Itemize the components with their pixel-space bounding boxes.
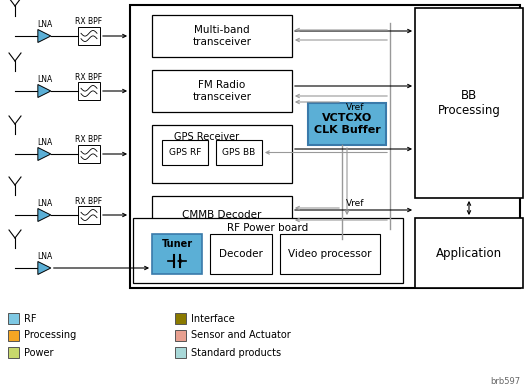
Text: RF Power board: RF Power board xyxy=(227,223,309,233)
Polygon shape xyxy=(38,147,51,161)
Bar xyxy=(133,218,403,283)
Text: VCTCXO
CLK Buffer: VCTCXO CLK Buffer xyxy=(314,113,380,135)
Bar xyxy=(152,15,292,57)
Text: Standard products: Standard products xyxy=(191,348,281,358)
Text: RX BPF: RX BPF xyxy=(75,135,102,144)
Bar xyxy=(415,218,523,288)
Bar xyxy=(175,330,186,341)
Text: Power: Power xyxy=(24,348,54,358)
Text: Video processor: Video processor xyxy=(288,249,372,259)
Bar xyxy=(152,196,292,234)
Bar xyxy=(78,27,100,45)
Bar xyxy=(78,206,100,224)
Text: Tuner: Tuner xyxy=(161,239,193,249)
Text: RF: RF xyxy=(24,313,37,324)
Bar xyxy=(216,140,262,165)
Bar xyxy=(175,313,186,324)
Text: CMMB Decoder: CMMB Decoder xyxy=(182,210,262,220)
Bar xyxy=(175,347,186,358)
Bar xyxy=(415,8,523,198)
Bar xyxy=(210,234,272,274)
Text: Multi-band
transceiver: Multi-band transceiver xyxy=(193,25,252,47)
Text: Decoder: Decoder xyxy=(219,249,263,259)
Text: Sensor and Actuator: Sensor and Actuator xyxy=(191,330,291,341)
Bar xyxy=(78,82,100,100)
Bar xyxy=(162,140,208,165)
Bar xyxy=(8,347,19,358)
Polygon shape xyxy=(38,84,51,98)
Text: LNA: LNA xyxy=(37,20,53,29)
Bar xyxy=(78,145,100,163)
Text: LNA: LNA xyxy=(37,252,53,261)
Text: LNA: LNA xyxy=(37,75,53,84)
Text: RX BPF: RX BPF xyxy=(75,72,102,82)
Bar xyxy=(130,5,520,288)
Text: Interface: Interface xyxy=(191,313,235,324)
Text: BB
Processing: BB Processing xyxy=(438,89,500,117)
Text: GPS BB: GPS BB xyxy=(222,148,255,157)
Text: Vref: Vref xyxy=(346,103,364,111)
Bar xyxy=(8,313,19,324)
Bar xyxy=(152,234,202,274)
Bar xyxy=(8,330,19,341)
Text: LNA: LNA xyxy=(37,199,53,208)
Text: GPS Receiver: GPS Receiver xyxy=(175,132,239,142)
Bar xyxy=(152,70,292,112)
Bar xyxy=(308,103,386,145)
Text: brb597: brb597 xyxy=(490,377,520,387)
Polygon shape xyxy=(38,262,51,274)
Text: RX BPF: RX BPF xyxy=(75,197,102,205)
Text: RX BPF: RX BPF xyxy=(75,17,102,26)
Text: GPS RF: GPS RF xyxy=(169,148,201,157)
Text: Processing: Processing xyxy=(24,330,76,341)
Polygon shape xyxy=(38,209,51,221)
Bar xyxy=(280,234,380,274)
Text: LNA: LNA xyxy=(37,138,53,147)
Text: Vref: Vref xyxy=(346,200,364,209)
Text: FM Radio
transceiver: FM Radio transceiver xyxy=(193,80,252,102)
Bar xyxy=(152,125,292,183)
Text: Application: Application xyxy=(436,247,502,260)
Polygon shape xyxy=(38,29,51,43)
